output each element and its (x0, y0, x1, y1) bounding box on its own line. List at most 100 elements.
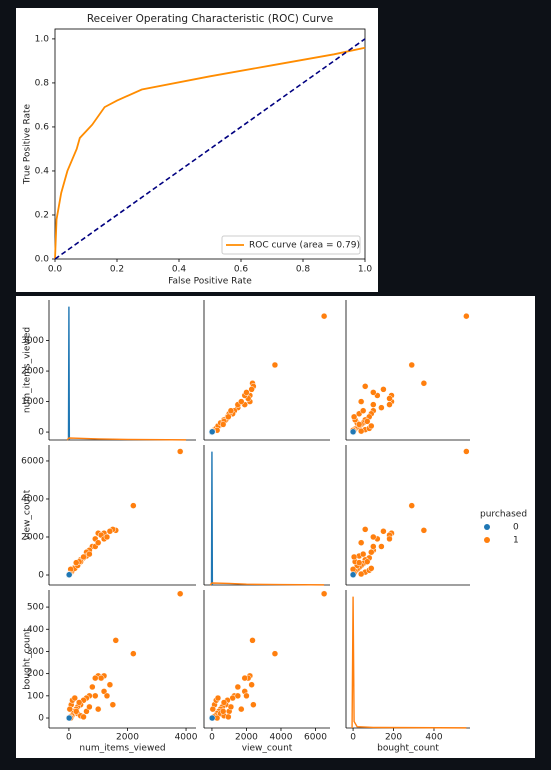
diagonal-line (54, 38, 366, 260)
scatter-point (209, 705, 217, 713)
scatter-point (361, 383, 369, 390)
scatter-point (355, 559, 363, 566)
scatter-point (176, 448, 184, 455)
plot-frame (54, 28, 366, 260)
kde-line (209, 582, 325, 586)
x-tick-label: 0.0 (48, 265, 63, 275)
scatter-point (386, 401, 393, 408)
scatter-point (72, 559, 80, 566)
scatter-point (83, 708, 90, 715)
scatter-point (106, 528, 114, 535)
scatter-point (420, 380, 428, 387)
legend-marker (484, 537, 490, 543)
scatter-point (370, 401, 377, 408)
y-tick-label: 500 (27, 603, 44, 613)
scatter-point (271, 361, 279, 369)
scatter-point (350, 413, 358, 421)
kde-line (67, 306, 71, 441)
x-tick-label: 4000 (175, 733, 198, 743)
y-tick-label: 0.4 (35, 166, 50, 176)
y-tick-label: 2000 (21, 532, 44, 542)
scatter-point (350, 553, 358, 561)
scatter-point (176, 590, 184, 598)
roc-title: Receiver Operating Characteristic (ROC) … (87, 13, 333, 25)
legend-label: ROC curve (area = 0.79) (249, 241, 360, 251)
legend-label: 0 (513, 523, 519, 533)
scatter-point (100, 688, 108, 695)
x-tick-label: 400 (425, 733, 442, 743)
y-tick-label: 0 (38, 571, 44, 581)
x-tick-label: 4000 (270, 733, 293, 743)
scatter-point (106, 681, 114, 688)
kde-line (210, 451, 214, 586)
x-tick-label: 0 (209, 733, 215, 743)
scatter-point (248, 386, 255, 393)
y-tick-label: 3000 (21, 336, 44, 346)
scatter-point (220, 699, 228, 706)
x-tick-label: 2000 (235, 733, 258, 743)
scatter-point (370, 533, 377, 541)
scatter-point (378, 404, 385, 411)
scatter-point (363, 418, 371, 425)
x-tick-label: 6000 (304, 733, 327, 743)
scatter-point (219, 421, 227, 428)
scatter-point (227, 703, 235, 711)
scatter-point (368, 548, 375, 556)
scatter-point (368, 422, 375, 430)
scatter-point (408, 502, 415, 509)
y-tick-label: 4000 (21, 494, 44, 504)
scatter-point (420, 527, 428, 534)
roc-ylabel: True Positive Rate (23, 103, 33, 185)
y-tick-label: 1.0 (35, 34, 50, 44)
scatter-point (349, 566, 357, 573)
scatter-point (86, 703, 93, 711)
scatter-point (130, 650, 137, 657)
y-tick-label: 0.0 (35, 255, 50, 265)
y-tick-label: 2000 (21, 367, 44, 377)
scatter-point (357, 427, 365, 435)
scatter-point (130, 502, 137, 509)
scatter-point (65, 571, 73, 578)
y-axis-label: view_count (23, 489, 33, 540)
scatter-point (349, 428, 357, 436)
kde-line (66, 437, 187, 441)
y-tick-label: 1000 (21, 397, 44, 407)
scatter-point (370, 389, 377, 396)
kde-line (351, 596, 467, 729)
scatter-point (89, 683, 96, 691)
x-axis-label: bought_count (377, 744, 439, 754)
scatter-point (86, 550, 93, 558)
roc-line (54, 46, 366, 260)
scatter-point (238, 398, 245, 405)
scatter-point (238, 705, 245, 713)
scatter-point (208, 714, 216, 722)
y-tick-label: 0.6 (35, 122, 50, 132)
scatter-point (378, 543, 385, 550)
x-tick-label: 0 (350, 733, 356, 743)
scatter-point (320, 590, 328, 598)
y-axis-label: num_items_viewed (23, 327, 33, 413)
scatter-point (243, 692, 250, 700)
scatter-point (71, 694, 79, 702)
scatter-point (408, 361, 415, 369)
scatter-point (66, 705, 74, 713)
scatter-point (359, 407, 367, 414)
scatter-point (97, 674, 105, 682)
scatter-point (359, 550, 367, 558)
scatter-point (112, 637, 120, 644)
scatter-point (65, 714, 73, 722)
scatter-point (368, 565, 375, 572)
scatter-point (386, 535, 393, 543)
scatter-point (72, 708, 80, 715)
legend-title: purchased (480, 510, 527, 520)
y-tick-label: 400 (27, 625, 44, 635)
scatter-point (357, 570, 365, 578)
scatter-point (463, 312, 470, 320)
y-tick-label: 0.2 (35, 210, 49, 220)
scatter-point (109, 701, 117, 708)
scatter-point (243, 389, 250, 396)
scatter-point (225, 713, 232, 721)
scatter-point (320, 312, 328, 320)
